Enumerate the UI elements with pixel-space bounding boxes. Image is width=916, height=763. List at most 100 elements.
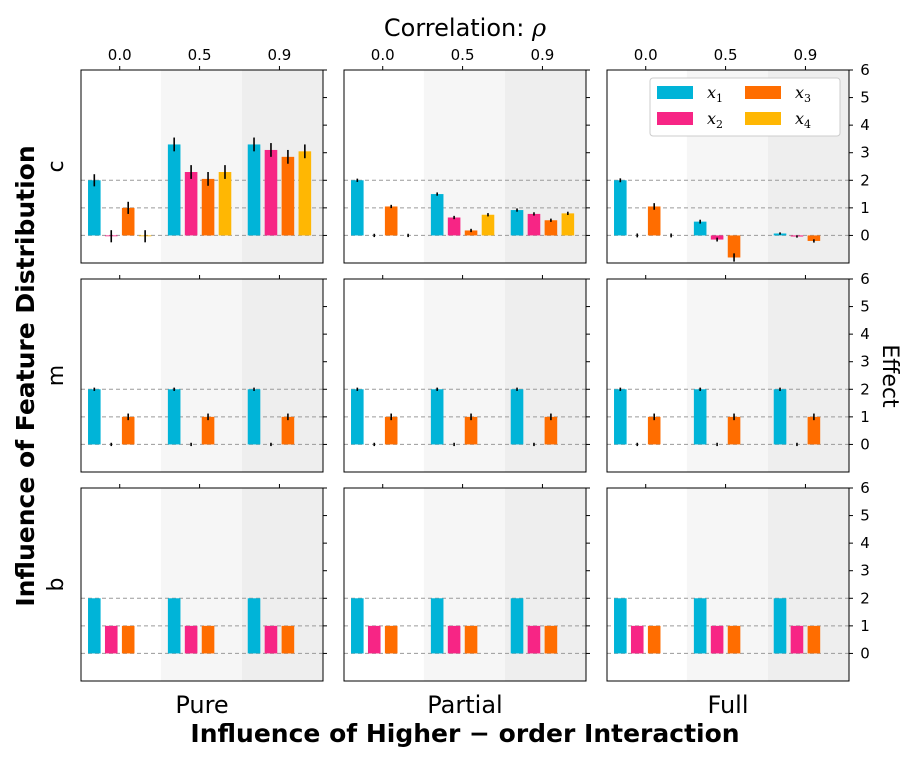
bar-x3-rho-0.0 [647, 625, 661, 654]
y-tick-label: 1 [860, 408, 870, 426]
bar-x1-rho-0.5 [430, 389, 444, 445]
bar-x2-rho-0.0 [367, 625, 381, 654]
column-title-pure: Pure [175, 691, 228, 719]
y-tick-label: 4 [860, 534, 870, 552]
bar-x1-rho-0.0 [614, 389, 627, 445]
row-label-c: c [44, 160, 69, 172]
y-tick-label: 5 [860, 507, 870, 525]
bar-x3-rho-0.0 [647, 206, 661, 236]
panel-c-pure: 0.0 0.5 0.9 c [44, 46, 327, 264]
bar-x3-rho-0.9 [544, 625, 558, 654]
bar-x1-rho-0.0 [351, 180, 364, 236]
y-tick-label: 4 [860, 116, 870, 134]
bar-x3-rho-0.0 [384, 206, 398, 236]
bar-x4-rho-0.5 [218, 172, 232, 236]
x-tick-label: 0.0 [371, 46, 395, 64]
bar-x1-rho-0.0 [351, 389, 364, 445]
bar-x1-rho-0.5 [693, 389, 707, 445]
bar-x3-rho-0.5 [464, 416, 478, 445]
bar-x3-rho-0.5 [464, 625, 478, 654]
bar-x2-rho-0.5 [447, 217, 461, 236]
y-tick-label: 6 [860, 270, 870, 288]
y-tick-label: 3 [860, 353, 870, 371]
y-tick-label: 6 [860, 61, 870, 79]
suptitle-prefix: Correlation: [384, 14, 532, 42]
y-tick-label: 1 [860, 199, 870, 217]
y-tick-label: 0 [860, 435, 870, 453]
y-tick-label: 2 [860, 380, 870, 398]
panel-frame [606, 278, 850, 473]
bar-x3-rho-0.9 [281, 156, 295, 236]
bar-x1-rho-0.9 [510, 389, 524, 445]
bar-x2-rho-0.5 [447, 625, 461, 654]
bar-x3-rho-0.5 [201, 625, 215, 654]
panel-b-full: 0 1 2 3 4 5 6 Full [606, 479, 870, 719]
legend-label-x4: x4 [795, 109, 811, 131]
bar-x1-rho-0.0 [351, 598, 364, 654]
bar-x2-rho-0.5 [710, 235, 724, 240]
bar-x3-rho-0.0 [121, 207, 135, 236]
legend-swatch-x2 [657, 112, 693, 125]
bar-x2-rho-0.0 [104, 625, 118, 654]
bar-x1-rho-0.5 [167, 144, 181, 236]
bar-x1-rho-0.9 [773, 389, 787, 445]
bar-x1-rho-0.5 [693, 598, 707, 654]
bar-x2-rho-0.5 [710, 625, 724, 654]
bar-x3-rho-0.9 [281, 416, 295, 445]
x-tick-label: 0.5 [188, 46, 212, 64]
bar-x3-rho-0.0 [121, 416, 135, 445]
legend-swatch-x4 [745, 112, 781, 125]
bar-x3-rho-0.5 [727, 416, 741, 445]
bar-x1-rho-0.9 [510, 210, 524, 236]
column-title-partial: Partial [427, 691, 502, 719]
bar-x1-rho-0.9 [510, 598, 524, 654]
legend-label-x3: x3 [795, 83, 811, 105]
x-tick-label: 0.9 [531, 46, 555, 64]
panel-frame [606, 69, 850, 264]
panel-c-full: 0.0 0.5 0.9 0 1 2 3 4 5 6 x1 x2 x3 x4 [606, 46, 870, 264]
panel-frame [80, 487, 324, 682]
bar-x3-rho-0.5 [201, 416, 215, 445]
bar-x4-rho-0.9 [561, 213, 575, 236]
suptitle-rho-symbol: ρ [531, 14, 546, 42]
bar-x3-rho-0.9 [807, 235, 821, 241]
bar-x2-rho-0.9 [790, 625, 804, 654]
bar-x1-rho-0.9 [247, 389, 261, 445]
legend-swatch-x3 [745, 86, 781, 99]
panel-frame [343, 278, 587, 473]
bar-x3-rho-0.0 [121, 625, 135, 654]
panel-m-pure: m [44, 275, 327, 473]
bar-x3-rho-0.5 [727, 625, 741, 654]
bar-x1-rho-0.0 [614, 180, 627, 236]
x-tick-label: 0.0 [108, 46, 132, 64]
y-tick-label: 3 [860, 144, 870, 162]
bar-x3-rho-0.0 [384, 416, 398, 445]
bar-x2-rho-0.9 [264, 625, 278, 654]
bar-x2-rho-0.5 [184, 172, 198, 236]
bar-x1-rho-0.5 [167, 598, 181, 654]
panel-frame [606, 487, 850, 682]
bar-x3-rho-0.9 [807, 416, 821, 445]
panel-frame [80, 69, 324, 264]
y-tick-label: 2 [860, 589, 870, 607]
panel-b-partial: Partial [343, 484, 590, 719]
x-tick-label: 0.9 [268, 46, 292, 64]
bar-x4-rho-0.5 [481, 214, 495, 236]
bar-x2-rho-0.5 [184, 625, 198, 654]
panel-grid: 0.0 0.5 0.9c0.0 0.5 0.9 0.0 0.5 0.90123456x1x2x… [44, 46, 870, 719]
panel-frame [343, 487, 587, 682]
bar-x1-rho-0.5 [693, 221, 707, 236]
right-axis-title: Effect [877, 344, 902, 408]
legend: x1 x2 x3 x4 [649, 77, 841, 137]
y-tick-label: 4 [860, 325, 870, 343]
bar-x3-rho-0.5 [727, 235, 741, 258]
panel-frame [80, 278, 324, 473]
figure-suptitle: Correlation: ρ [384, 14, 546, 42]
x-tick-label: 0.0 [634, 46, 658, 64]
y-tick-label: 6 [860, 479, 870, 497]
bar-x4-rho-0.9 [298, 151, 312, 236]
bar-x1-rho-0.0 [88, 180, 101, 236]
bar-x3-rho-0.5 [201, 178, 215, 236]
bar-x1-rho-0.0 [88, 598, 101, 654]
